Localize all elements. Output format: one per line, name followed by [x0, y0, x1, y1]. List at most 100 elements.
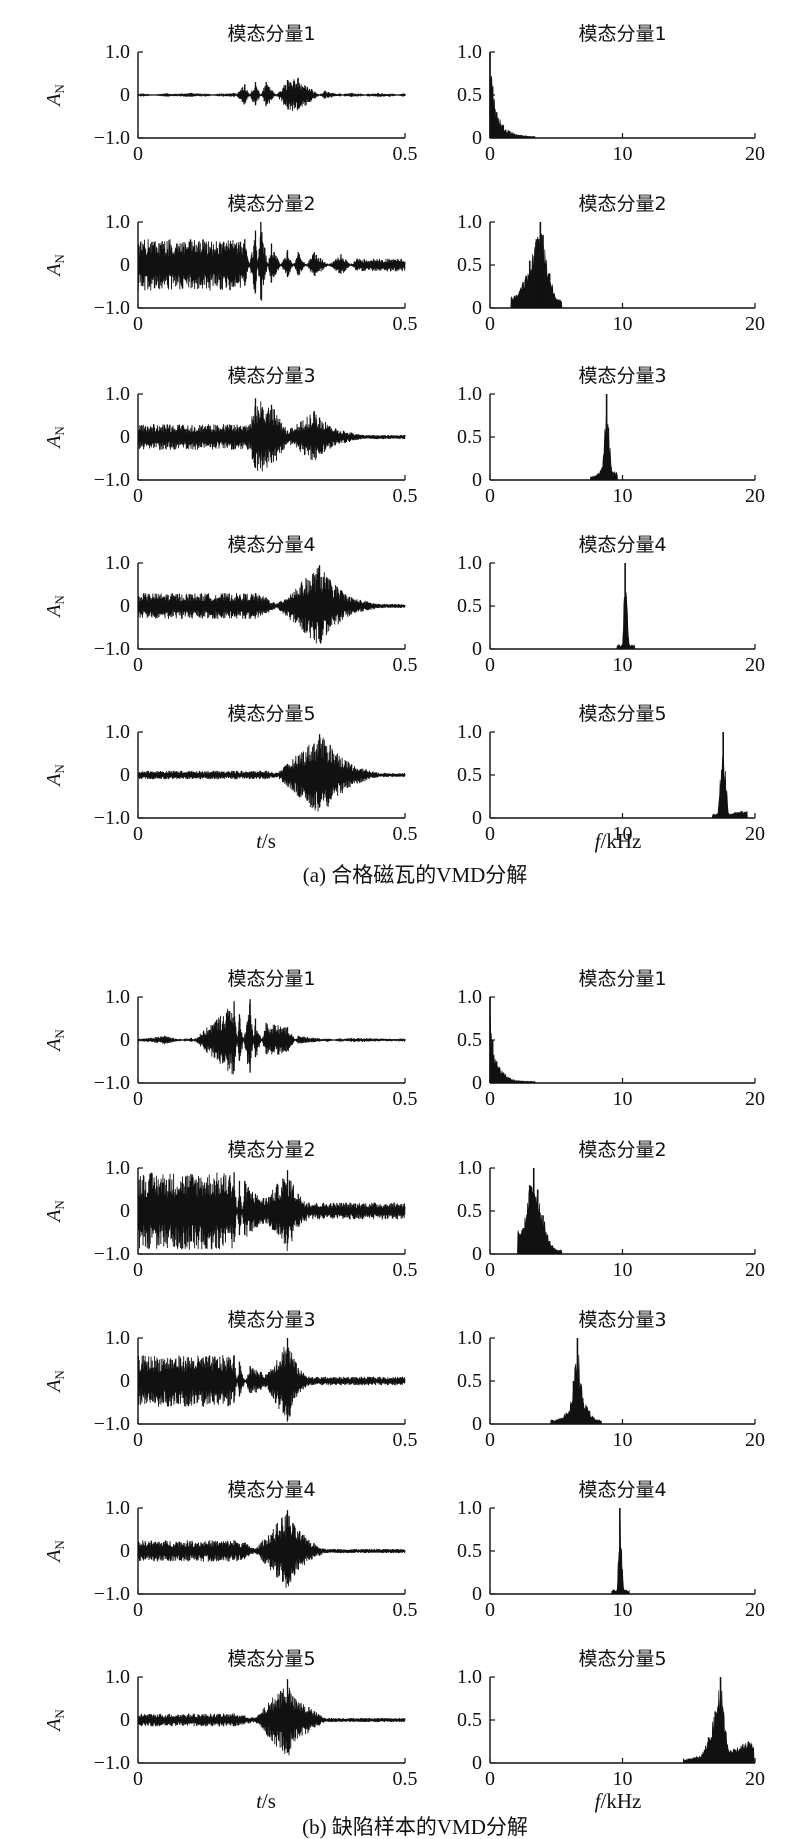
y-tick-label-b-2-time-1: 0	[120, 1200, 130, 1222]
y-tick-label-b-3-time-0: 1.0	[105, 1327, 130, 1349]
x-tick-label-a-1-freq-0: 0	[485, 143, 495, 165]
panel-a-2-freq: 模态分量2 1.0 0.5 00 10 20	[457, 193, 765, 335]
x-tick-label-a-2-time-0: 0	[133, 313, 143, 335]
y-tick-label-b-5-freq-1: 0.5	[457, 1709, 482, 1731]
panel-title-b-1-freq: 模态分量1	[578, 968, 666, 990]
y-tick-label-b-2-freq-1: 0.5	[457, 1200, 482, 1222]
x-tick-label-b-3-freq-0: 0	[485, 1429, 495, 1451]
caption-a: (a) 合格磁瓦的VMD分解	[303, 863, 528, 887]
panel-title-a-4-freq: 模态分量4	[578, 534, 666, 556]
y-tick-label-a-2-freq-1: 0.5	[457, 254, 482, 276]
x-tick-label-b-2-time-1: 0.5	[393, 1259, 418, 1281]
y-tick-label-a-5-time-0: 1.0	[105, 721, 130, 743]
y-axis-label-a-1-time: AN	[43, 84, 67, 108]
y-tick-label-a-3-time-1: 0	[120, 426, 130, 448]
x-tick-label-b-1-time-1: 0.5	[393, 1088, 418, 1110]
x-tick-label-a-2-freq-0: 0	[485, 313, 495, 335]
y-tick-label-a-2-freq-0: 1.0	[457, 211, 482, 233]
y-tick-label-b-5-time-1: 0	[120, 1709, 130, 1731]
y-tick-label-a-4-time-2: −1.0	[94, 638, 130, 660]
panel-b-1-freq: 模态分量1 1.0 0.5 00 10 20	[457, 968, 765, 1110]
y-tick-label-a-2-time-1: 0	[120, 254, 130, 276]
panel-b-4-freq: 模态分量4 1.0 0.5 00 10 20	[457, 1479, 765, 1621]
panel-title-a-2-freq: 模态分量2	[578, 193, 666, 215]
panel-a-4-freq: 模态分量4 1.0 0.5 00 10 20	[457, 534, 765, 676]
y-tick-label-b-4-freq-1: 0.5	[457, 1540, 482, 1562]
panel-title-b-4-time: 模态分量4	[227, 1479, 315, 1501]
caption-b: (b) 缺陷样本的VMD分解	[302, 1815, 528, 1839]
y-tick-label-b-1-time-1: 0	[120, 1029, 130, 1051]
x-tick-label-b-5-freq-1: 10	[613, 1768, 633, 1790]
y-axis-label-b-3-time: AN	[43, 1370, 67, 1394]
y-tick-label-a-4-freq-1: 0.5	[457, 595, 482, 617]
x-tick-label-b-3-freq-1: 10	[613, 1429, 633, 1451]
y-tick-label-b-5-time-0: 1.0	[105, 1666, 130, 1688]
spectrum-fill-b-3-freq	[490, 1355, 755, 1425]
y-tick-label-a-1-freq-0: 1.0	[457, 41, 482, 63]
x-tick-label-b-5-time-1: 0.5	[393, 1768, 418, 1790]
signal-trace-b-5-time	[137, 1687, 406, 1756]
x-tick-label-a-5-freq-1: 10	[613, 823, 633, 845]
spectrum-fill-b-4-freq	[490, 1520, 755, 1595]
panel-title-a-1-freq: 模态分量1	[578, 23, 666, 45]
y-tick-label-a-2-time-2: −1.0	[94, 297, 130, 319]
y-axis-label-b-2-time: AN	[43, 1200, 67, 1224]
x-tick-label-b-1-freq-2: 20	[745, 1088, 765, 1110]
x-tick-label-b-4-freq-0: 0	[485, 1599, 495, 1621]
y-axis-label-b-4-time: AN	[43, 1540, 67, 1564]
x-tick-label-a-3-time-0: 0	[133, 485, 143, 507]
y-tick-label-b-3-freq-0: 1.0	[457, 1327, 482, 1349]
y-tick-label-b-2-freq-2: 0	[472, 1243, 482, 1265]
y-tick-label-a-1-time-1: 0	[120, 84, 130, 106]
x-tick-label-a-5-freq-0: 0	[485, 823, 495, 845]
y-tick-label-a-5-time-2: −1.0	[94, 807, 130, 829]
panel-a-3-freq: 模态分量3 1.0 0.5 00 10 20	[457, 365, 765, 507]
panel-title-a-1-time: 模态分量1	[227, 23, 315, 45]
y-tick-label-b-1-freq-1: 0.5	[457, 1029, 482, 1051]
y-tick-label-b-1-time-0: 1.0	[105, 986, 130, 1008]
y-axis-label-a-4-time: AN	[43, 595, 67, 619]
y-tick-label-a-1-freq-1: 0.5	[457, 84, 482, 106]
panel-title-a-5-time: 模态分量5	[227, 703, 315, 725]
signal-trace-b-2-time	[137, 1170, 406, 1252]
y-tick-label-b-5-time-2: −1.0	[94, 1752, 130, 1774]
panel-b-2-freq: 模态分量2 1.0 0.5 00 10 20	[457, 1139, 765, 1281]
x-tick-label-a-4-time-1: 0.5	[393, 654, 418, 676]
y-tick-label-b-4-freq-2: 0	[472, 1583, 482, 1605]
y-tick-label-a-3-time-2: −1.0	[94, 469, 130, 491]
x-tick-label-b-2-freq-1: 10	[613, 1259, 633, 1281]
x-tick-label-a-1-time-1: 0.5	[393, 143, 418, 165]
y-tick-label-b-4-time-0: 1.0	[105, 1497, 130, 1519]
y-tick-label-a-3-time-0: 1.0	[105, 383, 130, 405]
panel-title-b-2-time: 模态分量2	[227, 1139, 315, 1161]
x-tick-label-b-4-freq-2: 20	[745, 1599, 765, 1621]
x-tick-label-a-1-time-0: 0	[133, 143, 143, 165]
time-xlabel-a: t/s	[256, 829, 276, 853]
x-tick-label-b-5-time-0: 0	[133, 1768, 143, 1790]
y-tick-label-a-2-time-0: 1.0	[105, 211, 130, 233]
y-tick-label-b-2-freq-0: 1.0	[457, 1157, 482, 1179]
panel-title-b-3-freq: 模态分量3	[578, 1309, 666, 1331]
panel-title-b-2-freq: 模态分量2	[578, 1139, 666, 1161]
x-tick-label-b-1-freq-0: 0	[485, 1088, 495, 1110]
y-tick-label-b-1-freq-2: 0	[472, 1072, 482, 1094]
y-tick-label-a-2-freq-2: 0	[472, 297, 482, 319]
x-tick-label-b-3-time-1: 0.5	[393, 1429, 418, 1451]
panel-a-1-freq: 模态分量1 1.0 0.5 00 10 20	[457, 23, 765, 165]
panel-title-b-1-time: 模态分量1	[227, 968, 315, 990]
signal-trace-b-1-time	[137, 1003, 406, 1075]
x-tick-label-b-2-time-0: 0	[133, 1259, 143, 1281]
y-axis-label-a-2-time: AN	[43, 254, 67, 278]
x-tick-label-a-5-time-1: 0.5	[393, 823, 418, 845]
y-tick-label-a-1-time-2: −1.0	[94, 127, 130, 149]
y-tick-label-a-5-freq-2: 0	[472, 807, 482, 829]
y-tick-label-b-3-time-2: −1.0	[94, 1413, 130, 1435]
x-tick-label-b-2-freq-2: 20	[745, 1259, 765, 1281]
y-tick-label-b-5-freq-0: 1.0	[457, 1666, 482, 1688]
